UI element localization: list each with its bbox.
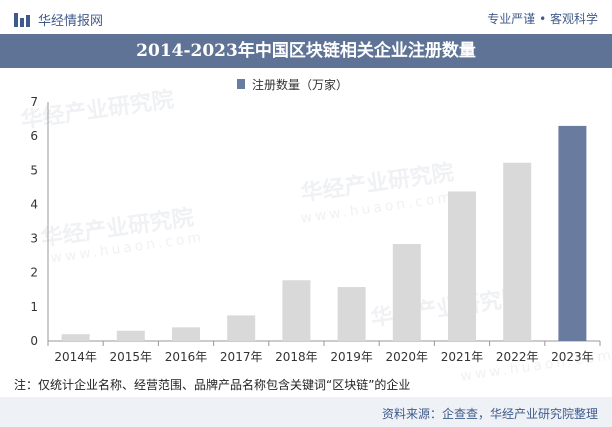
bar [448,191,476,341]
x-tick-label: 2016年 [165,350,208,364]
x-tick-label: 2017年 [220,350,263,364]
y-tick-label: 7 [30,95,38,109]
logo-bars-icon [14,12,32,27]
footer-band [0,397,612,427]
bar-chart: 注册数量（万家） 2014年 2015年 2016年 2017年 2018年 2019年 2… [30,77,601,364]
x-tick-label: 2023年 [551,350,594,364]
top-bar: 华经情报网 专业严谨 • 客观科学 [0,0,612,34]
slogan: 专业严谨 • 客观科学 [487,12,598,26]
chart-bars [61,125,587,342]
y-tick-label: 0 [30,334,38,348]
bar [116,330,145,341]
chart-title: 2014-2023年中国区块链相关企业注册数量 [136,41,476,61]
bar [172,327,200,341]
y-tick-label: 4 [30,197,38,211]
bar [503,162,532,341]
x-tick-label: 2015年 [110,350,153,364]
bar [392,244,421,341]
bar [227,315,256,341]
x-tick-label: 2022年 [496,350,539,364]
y-tick-label: 1 [30,300,38,314]
x-tick-label: 2020年 [386,350,429,364]
bar [558,125,587,342]
y-tick-label: 2 [30,266,38,280]
x-tick-label: 2019年 [330,350,373,364]
title-band [0,34,612,68]
bar [337,287,366,341]
brand-logo: 华经情报网 [14,10,103,29]
legend-marker [237,79,245,89]
x-tick-label: 2014年 [54,350,97,364]
legend-label: 注册数量（万家） [252,77,348,92]
y-tick-label: 5 [30,163,38,177]
x-tick-label: 2018年 [275,350,318,364]
x-tick-label: 2021年 [441,350,484,364]
chart-legend: 注册数量（万家） [237,77,348,92]
y-tick-label: 3 [30,232,38,246]
footnote: 注：仅统计企业名称、经营范围、品牌产品名称包含关键词“区块链”的企业 [14,378,411,392]
bar [282,280,311,341]
brand-name: 华经情报网 [38,14,104,29]
y-axis-labels: 0 1 2 3 4 5 6 7 [30,95,38,348]
bar [61,334,90,341]
y-tick-label: 6 [30,129,38,143]
source-note: 资料来源：企查查，华经产业研究院整理 [381,407,598,421]
x-axis-labels: 2014年 2015年 2016年 2017年 2018年 2019年 2020年 2021年… [54,350,593,364]
